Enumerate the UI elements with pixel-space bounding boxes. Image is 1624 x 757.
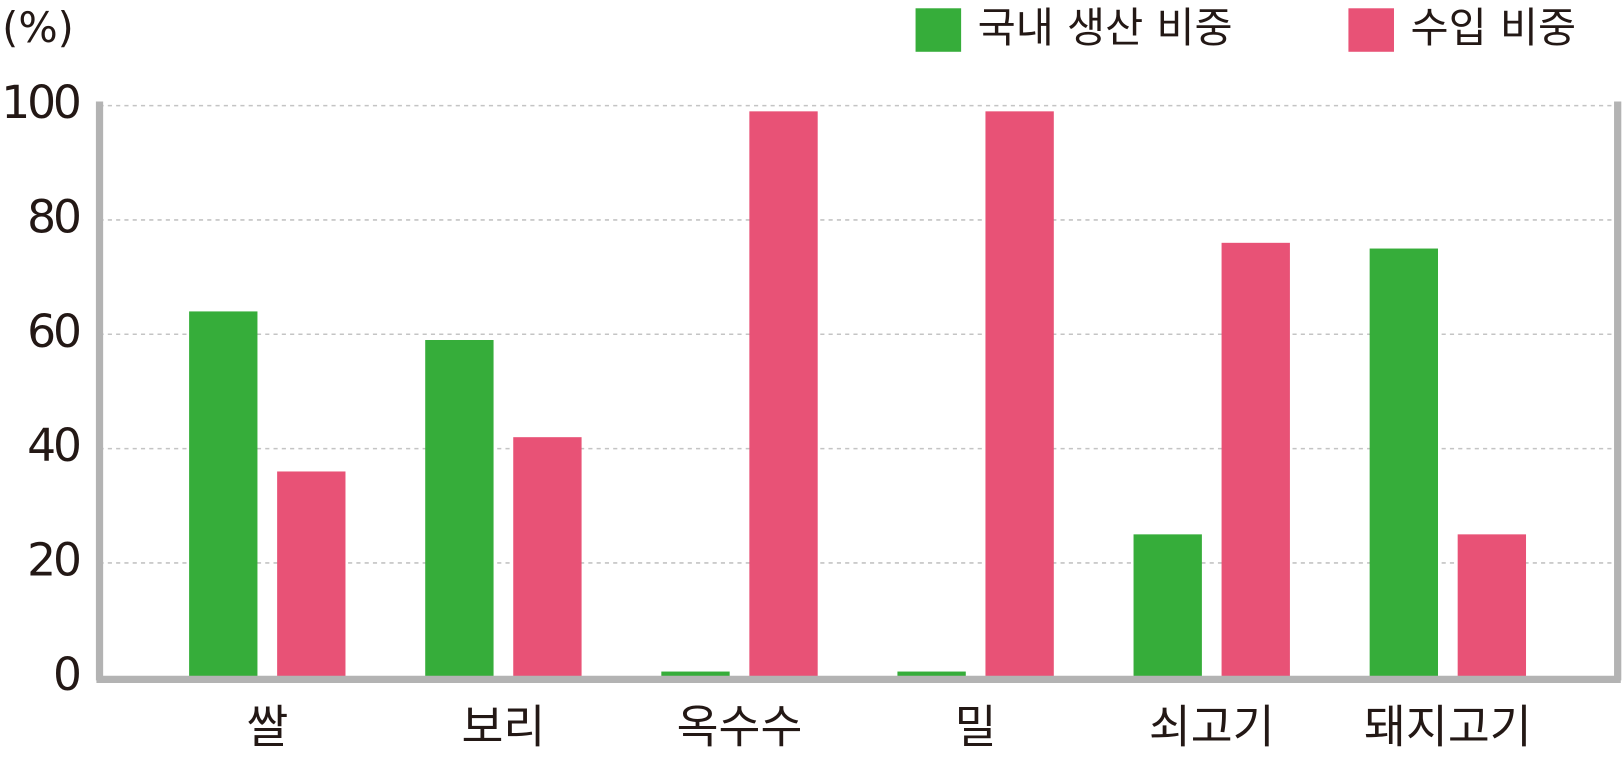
y-tick-label: 40 <box>27 419 79 472</box>
legend-label: 국내 생산 비중 <box>978 4 1233 52</box>
y-tick-label: 100 <box>1 76 79 129</box>
bar <box>1133 534 1202 678</box>
legend-swatch <box>915 8 962 52</box>
y-axis-label: (%) <box>2 4 74 52</box>
bar <box>897 671 966 678</box>
bar <box>425 339 494 678</box>
y-tick-label: 80 <box>27 190 79 243</box>
legend-swatch <box>1348 8 1394 52</box>
x-tick-label: 쇠고기 <box>1149 701 1275 754</box>
bar <box>661 671 730 678</box>
x-tick-label: 쌀 <box>246 701 288 754</box>
bar <box>1457 534 1527 678</box>
bar <box>1221 242 1290 678</box>
x-tick-label: 밀 <box>955 701 997 754</box>
bar <box>189 311 258 678</box>
bar <box>1369 248 1439 678</box>
y-tick-label: 60 <box>27 305 79 358</box>
x-tick-label: 보리 <box>461 701 545 754</box>
y-tick-label: 20 <box>27 533 79 586</box>
x-tick-label: 옥수수 <box>677 701 803 754</box>
bar <box>985 111 1054 678</box>
bar <box>749 111 818 678</box>
y-tick-label: 0 <box>53 648 79 701</box>
x-tick-label: 돼지고기 <box>1364 701 1532 754</box>
bar <box>277 471 346 678</box>
bar <box>513 437 582 678</box>
legend-label: 수입 비중 <box>1411 4 1577 52</box>
